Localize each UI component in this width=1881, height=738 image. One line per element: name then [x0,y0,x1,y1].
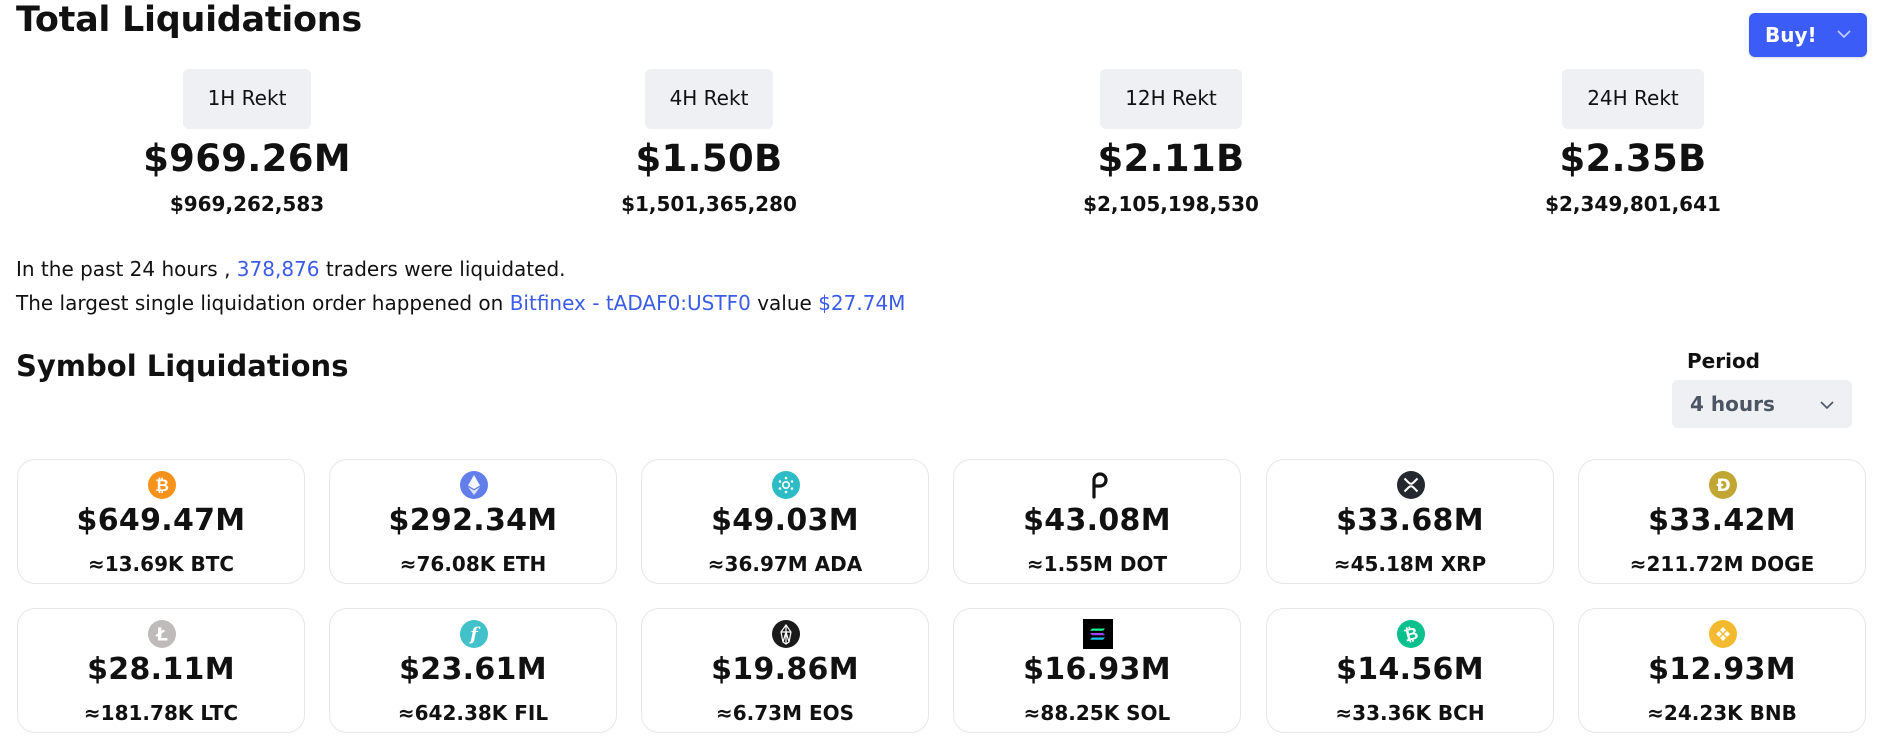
symbol-quantity: ≈36.97M ADA [707,552,863,576]
page-title: Total Liquidations [16,0,362,40]
symbol-card-ada[interactable]: $49.03M ≈36.97M ADA [641,459,929,584]
symbol-amount: $23.61M [399,652,547,687]
symbol-card-bch[interactable]: ₿ $14.56M ≈33.36K BCH [1266,608,1554,733]
cardano-icon [772,471,800,499]
traders-count-link[interactable]: 378,876 [236,257,320,281]
symbol-card-ltc[interactable]: Ł $28.11M ≈181.78K LTC [17,608,305,733]
rekt-exact-amount: $1,501,365,280 [621,192,797,216]
symbol-card-bnb[interactable]: $12.93M ≈24.23K BNB [1578,608,1866,733]
symbol-quantity: ≈76.08K ETH [399,552,547,576]
largest-value-link[interactable]: $27.74M [818,291,906,315]
symbol-quantity: ≈33.36K BCH [1335,701,1485,725]
rekt-amount: $969.26M [143,137,351,180]
period-select[interactable]: 4 hours [1672,380,1852,428]
rekt-4h: 4H Rekt $1.50B $1,501,365,280 [478,69,940,216]
dogecoin-icon: Đ [1709,471,1737,499]
svg-text:Ł: Ł [155,625,168,646]
symbol-card-fil[interactable]: f $23.61M ≈642.38K FIL [329,608,617,733]
symbol-quantity: ≈6.73M EOS [715,701,855,725]
symbol-card-btc[interactable]: ₿ $649.47M ≈13.69K BTC [17,459,305,584]
period-label: Period [1687,349,1760,373]
litecoin-icon: Ł [148,620,176,648]
symbol-quantity: ≈88.25K SOL [1023,701,1171,725]
symbol-card-sol[interactable]: $16.93M ≈88.25K SOL [953,608,1241,733]
summary-text: traders were liquidated. [325,257,566,281]
polkadot-icon [1092,472,1108,499]
period-select-value: 4 hours [1690,392,1775,416]
summary-text: value [757,291,812,315]
symbol-amount: $28.11M [87,652,235,687]
symbol-amount: $12.93M [1648,652,1796,687]
symbol-amount: $649.47M [76,503,246,538]
rekt-24h: 24H Rekt $2.35B $2,349,801,641 [1402,69,1864,216]
symbol-amount: $14.56M [1336,652,1484,687]
rekt-exact-amount: $2,349,801,641 [1545,192,1721,216]
chevron-down-icon [1820,401,1834,410]
rekt-amount: $2.11B [1097,137,1245,180]
bitcoin-icon: ₿ [148,471,176,499]
symbol-quantity: ≈642.38K FIL [397,701,549,725]
summary-line-traders: In the past 24 hours , 378,876 traders w… [16,252,905,286]
symbol-amount: $49.03M [711,503,859,538]
symbol-card-eth[interactable]: $292.34M ≈76.08K ETH [329,459,617,584]
buy-button[interactable]: Buy! [1749,13,1867,57]
symbol-amount: $19.86M [711,652,859,687]
rekt-summary: 1H Rekt $969.26M $969,262,583 4H Rekt $1… [16,69,1866,219]
rekt-period-pill: 12H Rekt [1100,69,1242,129]
section-title: Symbol Liquidations [16,349,349,383]
rekt-period-pill: 24H Rekt [1562,69,1704,129]
exchange-symbol-link[interactable]: Bitfinex - tADAF0:USTF0 [509,291,751,315]
rekt-exact-amount: $969,262,583 [169,192,325,216]
svg-text:Đ: Đ [1716,476,1730,496]
rekt-1h: 1H Rekt $969.26M $969,262,583 [16,69,478,216]
rekt-exact-amount: $2,105,198,530 [1083,192,1259,216]
rekt-amount: $2.35B [1559,137,1707,180]
ethereum-icon [460,471,488,499]
bitcoin-cash-icon: ₿ [1397,620,1425,648]
solana-icon [1083,619,1113,649]
symbol-card-doge[interactable]: Đ $33.42M ≈211.72M DOGE [1578,459,1866,584]
summary-line-largest: The largest single liquidation order hap… [16,286,905,320]
symbol-amount: $16.93M [1023,652,1171,687]
symbol-amount: $33.68M [1336,503,1484,538]
rekt-period-pill: 1H Rekt [182,69,312,129]
svg-text:₿: ₿ [155,476,169,496]
symbol-quantity: ≈24.23K BNB [1647,701,1797,725]
liquidation-summary: In the past 24 hours , 378,876 traders w… [16,252,905,320]
filecoin-icon: f [460,620,488,648]
symbol-quantity: ≈13.69K BTC [87,552,235,576]
rekt-12h: 12H Rekt $2.11B $2,105,198,530 [940,69,1402,216]
svg-text:₿: ₿ [1402,623,1421,646]
bnb-icon [1709,620,1737,648]
summary-text: The largest single liquidation order hap… [16,291,504,315]
symbol-amount: $292.34M [388,503,558,538]
symbol-card-eos[interactable]: $19.86M ≈6.73M EOS [641,608,929,733]
symbol-amount: $43.08M [1023,503,1171,538]
chevron-down-icon [1837,30,1851,39]
rekt-period-pill: 4H Rekt [644,69,774,129]
symbol-amount: $33.42M [1648,503,1796,538]
symbol-card-xrp[interactable]: $33.68M ≈45.18M XRP [1266,459,1554,584]
summary-text: In the past 24 hours , [16,257,231,281]
symbol-quantity: ≈45.18M XRP [1333,552,1487,576]
symbol-card-dot[interactable]: $43.08M ≈1.55M DOT [953,459,1241,584]
eos-icon [772,620,800,648]
symbol-quantity: ≈1.55M DOT [1026,552,1168,576]
buy-button-label: Buy! [1765,23,1817,47]
rekt-amount: $1.50B [635,137,783,180]
symbol-quantity: ≈211.72M DOGE [1629,552,1815,576]
symbol-quantity: ≈181.78K LTC [83,701,239,725]
xrp-icon [1397,471,1425,499]
